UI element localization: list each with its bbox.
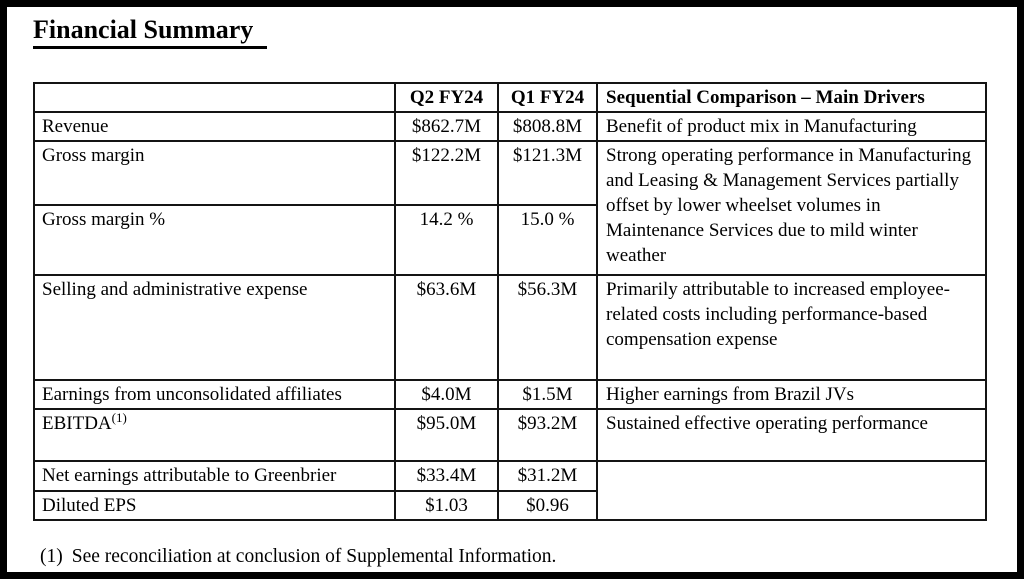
q2-value: $862.7M — [394, 111, 499, 142]
q1-value: $808.8M — [497, 111, 598, 142]
q1-column-header: Q1 FY24 — [497, 82, 598, 113]
footnote: (1) See reconciliation at conclusion of … — [40, 546, 556, 568]
driver-text: Higher earnings from Brazil JVs — [596, 379, 987, 410]
driver-text: Sustained effective operating performanc… — [596, 408, 987, 462]
q2-column-header: Q2 FY24 — [394, 82, 499, 113]
page-title: Financial Summary — [33, 14, 268, 49]
table-row-ebitda: EBITDA(1) $95.0M $93.2M Sustained effect… — [33, 408, 987, 462]
q2-value: $33.4M — [394, 460, 499, 492]
metric-label: Gross margin % — [33, 204, 396, 276]
footnote-text: See reconciliation at conclusion of Supp… — [71, 546, 557, 567]
q2-value: $1.03 — [394, 490, 499, 521]
q1-value: $31.2M — [497, 460, 598, 492]
q1-value: 15.0 % — [497, 204, 598, 276]
metric-label-text: EBITDA — [42, 413, 112, 434]
q1-value: $93.2M — [497, 408, 598, 462]
q2-value: $4.0M — [394, 379, 499, 410]
driver-text: Benefit of product mix in Manufacturing — [596, 111, 987, 142]
table-row-gross-margin-pct: Gross margin % 14.2 % 15.0 % — [33, 204, 986, 276]
footnote-marker: (1) — [40, 546, 63, 567]
metric-label: Net earnings attributable to Greenbrier — [33, 460, 396, 492]
table-row-diluted-eps: Diluted EPS $1.03 $0.96 — [33, 490, 986, 521]
metric-label: EBITDA(1) — [33, 408, 396, 462]
metric-column-header — [33, 82, 396, 113]
table-row-selling-admin-expense: Selling and administrative expense $63.6… — [33, 274, 987, 381]
driver-text-empty — [596, 460, 987, 521]
metric-label: Gross margin — [33, 140, 396, 206]
table-header-row: Q2 FY24 Q1 FY24 Sequential Comparison – … — [33, 82, 987, 113]
table-row-gross-margin: Gross margin $122.2M $121.3M Strong oper… — [33, 140, 987, 276]
footnote-reference: (1) — [111, 410, 127, 425]
table-row-revenue: Revenue $862.7M $808.8M Benefit of produ… — [33, 111, 987, 142]
q2-value: $63.6M — [394, 274, 499, 381]
q1-value: $0.96 — [497, 490, 598, 521]
drivers-column-header: Sequential Comparison – Main Drivers — [596, 82, 987, 113]
metric-label: Selling and administrative expense — [33, 274, 396, 381]
driver-text: Strong operating performance in Manufact… — [596, 140, 987, 276]
table-row-net-earnings: Net earnings attributable to Greenbrier … — [33, 460, 987, 521]
q2-value: 14.2 % — [394, 204, 499, 276]
q1-value: $121.3M — [497, 140, 598, 206]
q1-value: $56.3M — [497, 274, 598, 381]
q1-value: $1.5M — [497, 379, 598, 410]
metric-label: Earnings from unconsolidated affiliates — [33, 379, 396, 410]
metric-label: Diluted EPS — [33, 490, 396, 521]
driver-text: Primarily attributable to increased empl… — [596, 274, 987, 381]
metric-label: Revenue — [33, 111, 396, 142]
financial-summary-table: Q2 FY24 Q1 FY24 Sequential Comparison – … — [33, 82, 987, 521]
q2-value: $95.0M — [394, 408, 499, 462]
table-row-unconsolidated-affiliates: Earnings from unconsolidated affiliates … — [33, 379, 987, 410]
q2-value: $122.2M — [394, 140, 499, 206]
